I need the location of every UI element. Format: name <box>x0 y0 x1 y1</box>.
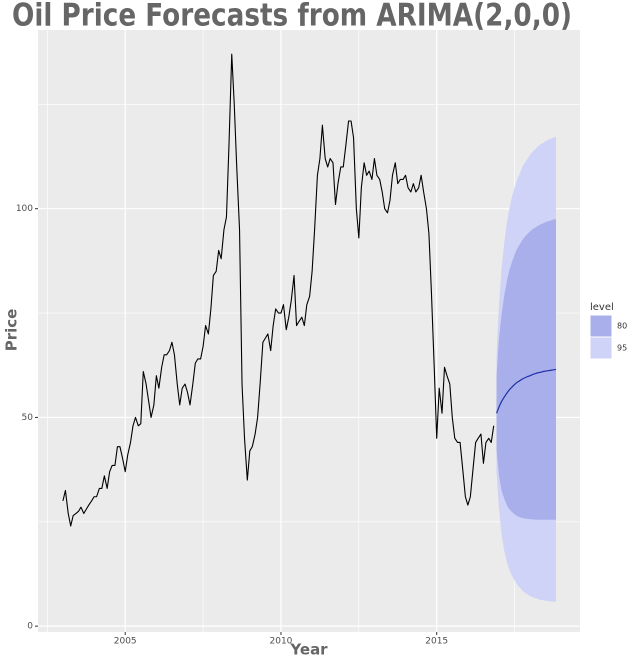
legend-label: 80 <box>617 322 627 331</box>
x-tick-label: 2005 <box>114 637 137 647</box>
legend-key <box>589 336 613 360</box>
forecast-line <box>495 368 557 414</box>
y-tick-label: 0 <box>27 622 33 632</box>
x-axis-title: Year <box>289 641 328 659</box>
series-line <box>62 53 495 527</box>
y-tick-label: 50 <box>22 413 34 423</box>
legend-title: level <box>590 302 614 313</box>
x-tick-label: 2015 <box>425 637 448 647</box>
x-tick-label: 2010 <box>270 637 293 647</box>
legend-key <box>589 314 613 338</box>
chart-title: Oil Price Forecasts from ARIMA(2,0,0) <box>12 0 572 34</box>
plot-panel <box>38 30 580 632</box>
legend-label: 95 <box>617 344 627 353</box>
prediction-band <box>496 219 557 520</box>
y-tick-label: 100 <box>16 204 33 214</box>
y-axis-title: Price <box>3 309 21 352</box>
